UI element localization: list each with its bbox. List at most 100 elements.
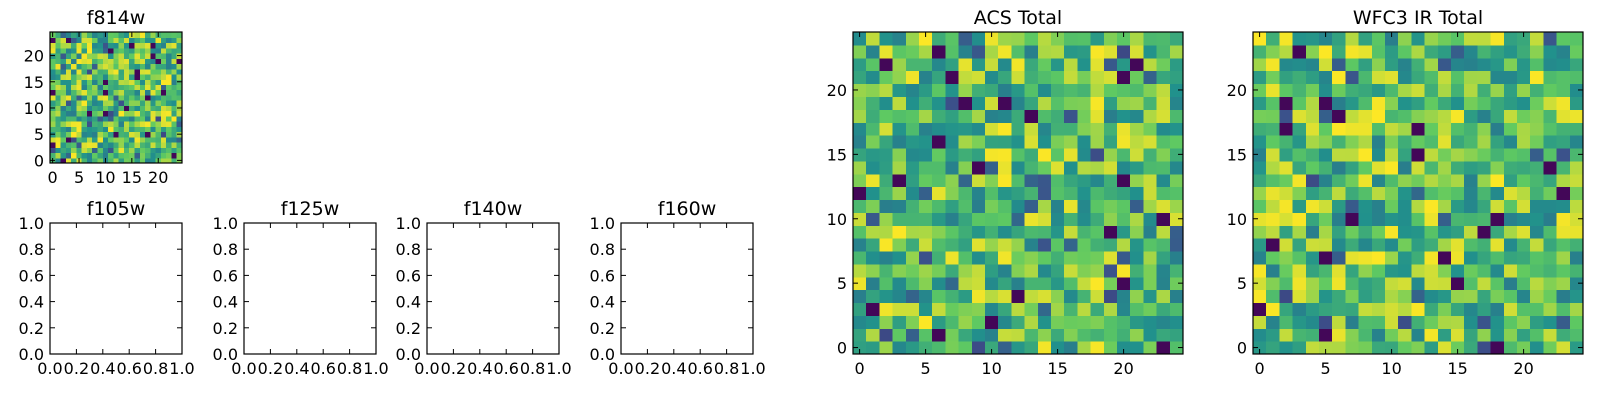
heatmap-cell [1037, 250, 1052, 265]
heatmap-cell [145, 89, 151, 96]
heatmap-cell [1103, 250, 1118, 265]
heatmap-cell [1477, 302, 1492, 316]
heatmap-cell [1490, 160, 1505, 175]
heatmap-cell [998, 57, 1012, 72]
heatmap-cell [853, 212, 867, 226]
heatmap-cell [1143, 289, 1158, 304]
heatmap-cell [1345, 173, 1360, 188]
heatmap-cell [932, 263, 946, 278]
heatmap-cell [971, 212, 986, 226]
heatmap-cell [1319, 109, 1333, 123]
heatmap-cell [1517, 341, 1531, 355]
heatmap-cell [1358, 135, 1373, 149]
heatmap-cell [1503, 341, 1518, 355]
heatmap-cell [1024, 122, 1039, 136]
heatmap-cell [1064, 57, 1078, 72]
heatmap-cell [985, 147, 999, 162]
heatmap-cell [160, 42, 167, 49]
heatmap-cell [1117, 173, 1131, 188]
heatmap-cell [1358, 276, 1373, 291]
heatmap-cell [123, 73, 130, 80]
heatmap-cell [1319, 173, 1333, 188]
heatmap-cell [1077, 109, 1092, 123]
heatmap-cell [1011, 328, 1026, 342]
heatmap-cell [1398, 341, 1412, 355]
heatmap-cell [1569, 173, 1584, 188]
heatmap-cell [1490, 328, 1505, 342]
heatmap-cell [65, 73, 72, 80]
heatmap-cell [176, 84, 183, 91]
heatmap-cell [1064, 70, 1078, 85]
heatmap-cell [1319, 263, 1333, 278]
heatmap-cell [1253, 96, 1267, 110]
heatmap-cell [985, 57, 999, 72]
heatmap-cell [55, 68, 62, 75]
heatmap-cell [1103, 135, 1118, 149]
heatmap-cell [50, 94, 56, 101]
heatmap-cell [879, 122, 894, 136]
heatmap-cell [176, 121, 183, 127]
heatmap-cell [1319, 135, 1333, 149]
heatmap-cell [1451, 199, 1465, 213]
heatmap-cell [139, 52, 146, 59]
heatmap-cell [866, 250, 880, 265]
heatmap-cell [129, 42, 136, 49]
heatmap-cell [65, 89, 72, 96]
heatmap-cell [1064, 135, 1078, 149]
heatmap-cell [1064, 315, 1078, 329]
heatmap-cell [905, 199, 920, 213]
heatmap-cell [1064, 238, 1078, 252]
heatmap-cell [1279, 225, 1294, 239]
heatmap-cell [1437, 225, 1452, 239]
heatmap-cell [1556, 96, 1571, 110]
heatmap-cell [1292, 109, 1307, 123]
heatmap-cell [1437, 315, 1452, 329]
heatmap-cell [1051, 32, 1065, 46]
heatmap-cell [1169, 173, 1184, 188]
heatmap-cell [1037, 212, 1052, 226]
heatmap-cell [1253, 186, 1267, 201]
panel-f160w: 0.0 0.2 0.4 0.6 0.8 1.00.00.20.40.60.81.0f160… [590, 198, 766, 378]
heatmap-cell [145, 131, 151, 138]
heatmap-cell [879, 83, 894, 97]
heatmap-cell [1279, 250, 1294, 265]
heatmap-cell [958, 44, 973, 59]
heatmap-cell [1266, 302, 1280, 316]
heatmap-cell [176, 142, 183, 148]
heatmap-cell [1169, 238, 1184, 252]
heatmap-cell [81, 58, 88, 65]
heatmap-cell [932, 199, 946, 213]
heatmap-cell [134, 79, 141, 85]
heatmap-cell [123, 79, 130, 85]
heatmap-cell [108, 79, 114, 85]
heatmap-cell [1464, 83, 1478, 97]
heatmap-cell [905, 122, 920, 136]
heatmap-cell [129, 94, 136, 101]
heatmap-cell [145, 110, 151, 117]
heatmap-cell [1385, 160, 1399, 175]
heatmap-cell [155, 110, 162, 117]
y-tick-label: 0.2 [396, 319, 421, 338]
heatmap-cell [1253, 109, 1267, 123]
heatmap-cell [81, 121, 88, 127]
heatmap-cell [60, 52, 67, 59]
heatmap-cell [879, 315, 894, 329]
heatmap-cell [1143, 160, 1158, 175]
heatmap-cell [1103, 276, 1118, 291]
heatmap-cell [1332, 147, 1346, 162]
heatmap-cell [86, 32, 93, 38]
heatmap-cell [1398, 263, 1412, 278]
heatmap-cell [1037, 225, 1052, 239]
heatmap-cell [1103, 238, 1118, 252]
heatmap-cell [1090, 276, 1105, 291]
heatmap-cell [81, 115, 88, 122]
heatmap-cell [150, 115, 157, 122]
heatmap-cell [1103, 315, 1118, 329]
heatmap-cell [50, 115, 56, 122]
heatmap-cell [1543, 238, 1558, 252]
heatmap-cell [1371, 147, 1386, 162]
heatmap-cell [1090, 315, 1105, 329]
heatmap-cell [76, 110, 83, 117]
heatmap-cell [1024, 173, 1039, 188]
heatmap-cell [60, 115, 67, 122]
